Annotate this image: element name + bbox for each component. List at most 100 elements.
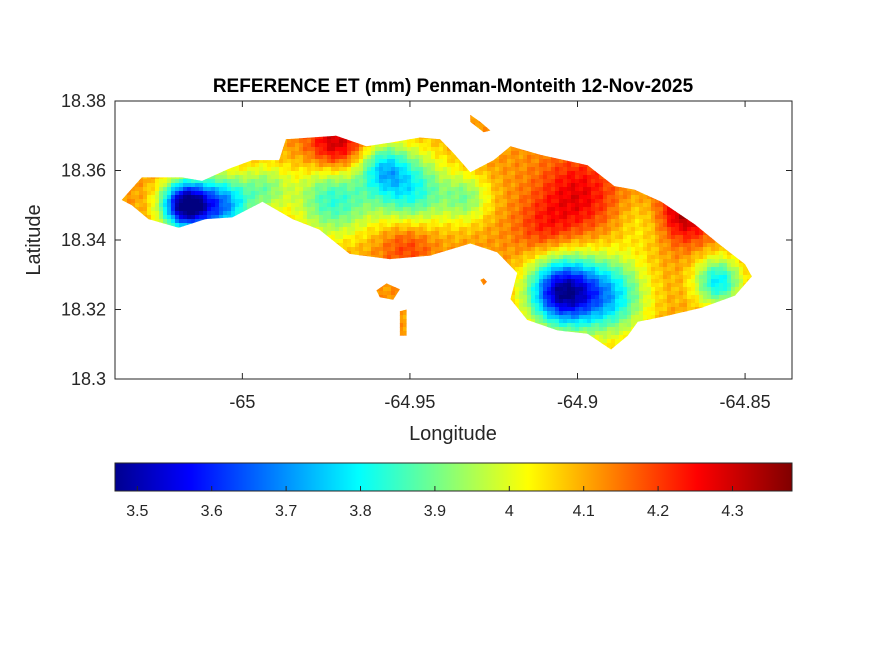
et-cell (327, 155, 332, 160)
et-cell (199, 223, 204, 228)
et-cell (487, 187, 492, 192)
et-cell (167, 183, 172, 188)
et-cell (259, 187, 264, 192)
et-cell (363, 191, 368, 196)
et-cell (171, 199, 176, 204)
et-cell (267, 199, 272, 204)
et-cell (643, 219, 648, 224)
et-cell (487, 135, 492, 140)
et-cell (227, 183, 232, 188)
et-cell (371, 187, 376, 192)
et-cell (127, 219, 132, 224)
et-cell (155, 123, 160, 128)
et-cell (395, 219, 400, 224)
et-cell (555, 159, 560, 164)
et-cell (539, 195, 544, 200)
et-cell (755, 123, 760, 128)
et-cell (547, 159, 552, 164)
et-cell (347, 231, 352, 236)
et-cell (315, 127, 320, 132)
et-cell (407, 179, 412, 184)
et-cell (491, 155, 496, 160)
et-cell (755, 223, 760, 228)
et-cell (435, 135, 440, 140)
et-cell (579, 131, 584, 136)
et-cell (495, 215, 500, 220)
et-cell (699, 123, 704, 128)
et-cell (279, 135, 284, 140)
et-cell (735, 139, 740, 144)
et-cell (251, 119, 256, 124)
et-cell (367, 199, 372, 204)
et-cell (467, 135, 472, 140)
et-cell (467, 191, 472, 196)
et-cell (627, 119, 632, 124)
et-cell (391, 135, 396, 140)
et-cell (303, 227, 308, 232)
et-cell (343, 139, 348, 144)
et-cell (503, 155, 508, 160)
et-cell (695, 127, 700, 132)
et-cell (143, 114, 148, 116)
et-cell (707, 191, 712, 196)
et-cell (219, 167, 224, 172)
et-cell (683, 223, 688, 228)
et-cell (323, 123, 328, 128)
et-cell (467, 163, 472, 168)
et-cell (491, 167, 496, 172)
et-cell (287, 159, 292, 164)
et-cell (179, 211, 184, 216)
et-cell (243, 211, 248, 216)
et-cell (319, 119, 324, 124)
et-cell (619, 131, 624, 136)
et-cell (555, 195, 560, 200)
et-cell (251, 179, 256, 184)
et-cell (487, 131, 492, 136)
et-cell (395, 159, 400, 164)
et-cell (635, 135, 640, 140)
et-cell (503, 135, 508, 140)
et-cell (335, 199, 340, 204)
et-cell (115, 183, 120, 188)
et-cell (523, 223, 528, 228)
et-cell (431, 151, 436, 156)
et-cell (363, 135, 368, 140)
et-cell (719, 115, 724, 120)
et-cell (239, 139, 244, 144)
et-cell (207, 175, 212, 180)
et-cell (231, 175, 236, 180)
et-cell (371, 191, 376, 196)
et-cell (731, 183, 736, 188)
et-cell (159, 211, 164, 216)
et-cell (639, 183, 644, 188)
et-cell (503, 159, 508, 164)
et-cell (695, 147, 700, 152)
et-cell (203, 131, 208, 136)
et-cell (159, 163, 164, 168)
et-cell (495, 231, 500, 236)
et-cell (371, 151, 376, 156)
et-cell (579, 187, 584, 192)
et-cell (467, 175, 472, 180)
et-cell (263, 203, 268, 208)
et-cell (559, 179, 564, 184)
et-cell (271, 191, 276, 196)
et-cell (399, 187, 404, 192)
et-cell (587, 143, 592, 148)
et-cell (183, 115, 188, 120)
et-cell (523, 227, 528, 232)
et-cell (275, 131, 280, 136)
et-cell (667, 195, 672, 200)
et-cell (739, 231, 744, 236)
et-cell (595, 115, 600, 120)
et-cell (727, 131, 732, 136)
et-cell (155, 115, 160, 120)
et-cell (207, 167, 212, 172)
et-cell (327, 131, 332, 136)
et-cell (743, 211, 748, 216)
et-cell (159, 131, 164, 136)
et-cell (531, 211, 536, 216)
et-cell (135, 167, 140, 172)
et-cell (447, 167, 452, 172)
et-cell (319, 139, 324, 144)
